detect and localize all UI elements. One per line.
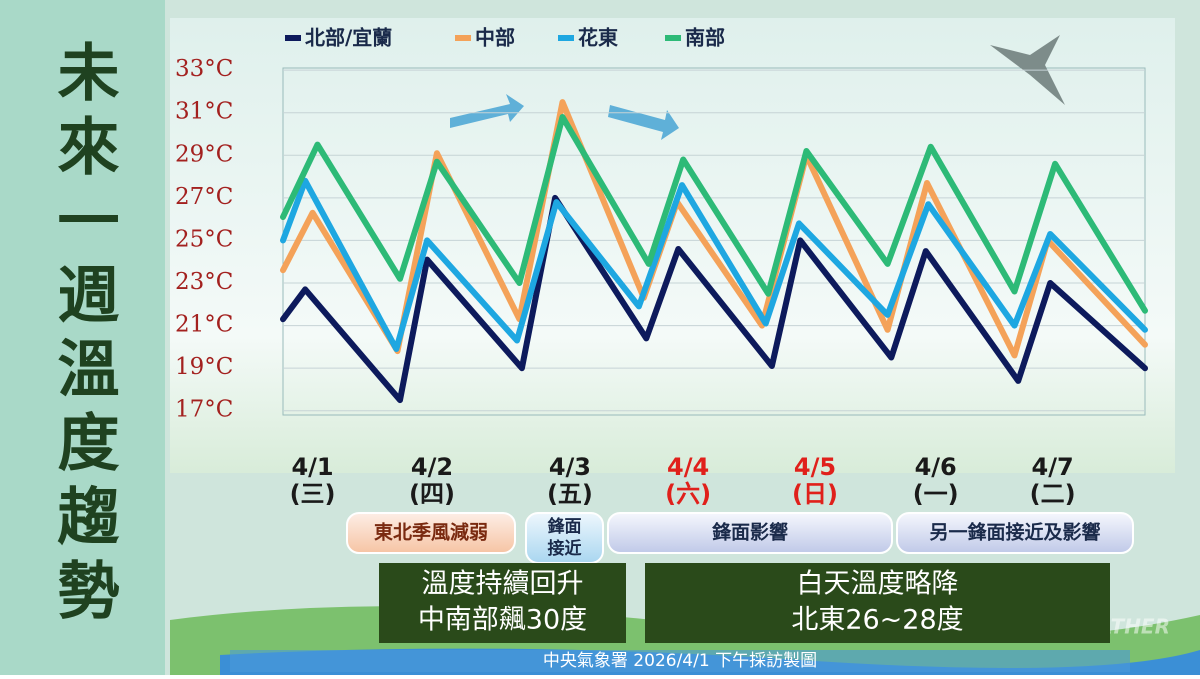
phase-label: 接近 xyxy=(548,538,582,559)
y-tick-label: 17°C xyxy=(175,397,233,423)
y-tick-label: 21°C xyxy=(175,312,233,338)
y-tick-label: 27°C xyxy=(175,184,233,210)
phase-label: 鋒面影響 xyxy=(711,521,788,544)
note-box xyxy=(379,563,626,643)
phase-label: 東北季風減弱 xyxy=(374,521,488,544)
x-tick-label: 4/2 xyxy=(411,453,453,481)
x-tick-label: 4/7 xyxy=(1032,453,1074,481)
phase-box xyxy=(346,512,516,554)
phase-box xyxy=(607,512,893,554)
legend-label: 北部/宜蘭 xyxy=(305,26,392,50)
series-line xyxy=(280,194,1148,404)
y-tick-label: 29°C xyxy=(175,141,233,167)
legend-swatch xyxy=(455,35,471,41)
y-tick-label: 23°C xyxy=(175,269,233,295)
x-tick-label: 4/3 xyxy=(549,453,591,481)
title-panel xyxy=(0,0,165,675)
y-tick-label: 33°C xyxy=(175,56,233,82)
phase-label: 另一鋒面接近及影響 xyxy=(929,521,1100,544)
chart-panel xyxy=(170,18,1175,473)
x-tick-weekday: (二) xyxy=(1030,480,1076,508)
legend-swatch xyxy=(285,35,301,41)
y-tick-label: 19°C xyxy=(175,354,233,380)
phase-box xyxy=(896,512,1134,554)
x-tick-weekday: (三) xyxy=(290,480,336,508)
y-tick-label: 31°C xyxy=(175,99,233,125)
x-tick-label: 4/5 xyxy=(794,453,836,481)
footer: 中央氣象署 2026/4/1 下午採訪製圖 xyxy=(543,651,817,671)
title: 未來一週溫度趨勢 xyxy=(47,40,120,632)
x-tick-weekday: (五) xyxy=(547,480,593,508)
note-text: 溫度持續回升 xyxy=(422,569,584,600)
x-tick-weekday: (一) xyxy=(913,480,959,508)
legend-label: 南部 xyxy=(685,26,725,50)
legend-label: 花東 xyxy=(578,26,618,50)
x-tick-weekday: (六) xyxy=(665,480,711,508)
note-text: 白天溫度略降 xyxy=(797,569,959,600)
phase-label: 鋒面 xyxy=(547,516,582,537)
x-tick-weekday: (四) xyxy=(409,480,455,508)
legend-label: 中部 xyxy=(475,26,515,50)
note-text: 北東26~28度 xyxy=(791,605,963,636)
x-tick-label: 4/4 xyxy=(667,453,709,481)
legend-swatch xyxy=(665,35,681,41)
legend-swatch xyxy=(558,35,574,41)
x-tick-weekday: (日) xyxy=(792,480,838,508)
series-line xyxy=(280,177,1148,352)
y-tick-label: 25°C xyxy=(175,226,233,252)
note-box xyxy=(645,563,1110,643)
arrow xyxy=(450,94,524,128)
x-tick-label: 4/1 xyxy=(291,453,333,481)
series-line xyxy=(280,114,1148,314)
footer-band xyxy=(230,650,1130,672)
x-tick-label: 4/6 xyxy=(915,453,957,481)
note-text: 中南部飆30度 xyxy=(418,605,587,636)
arrow xyxy=(608,105,679,140)
